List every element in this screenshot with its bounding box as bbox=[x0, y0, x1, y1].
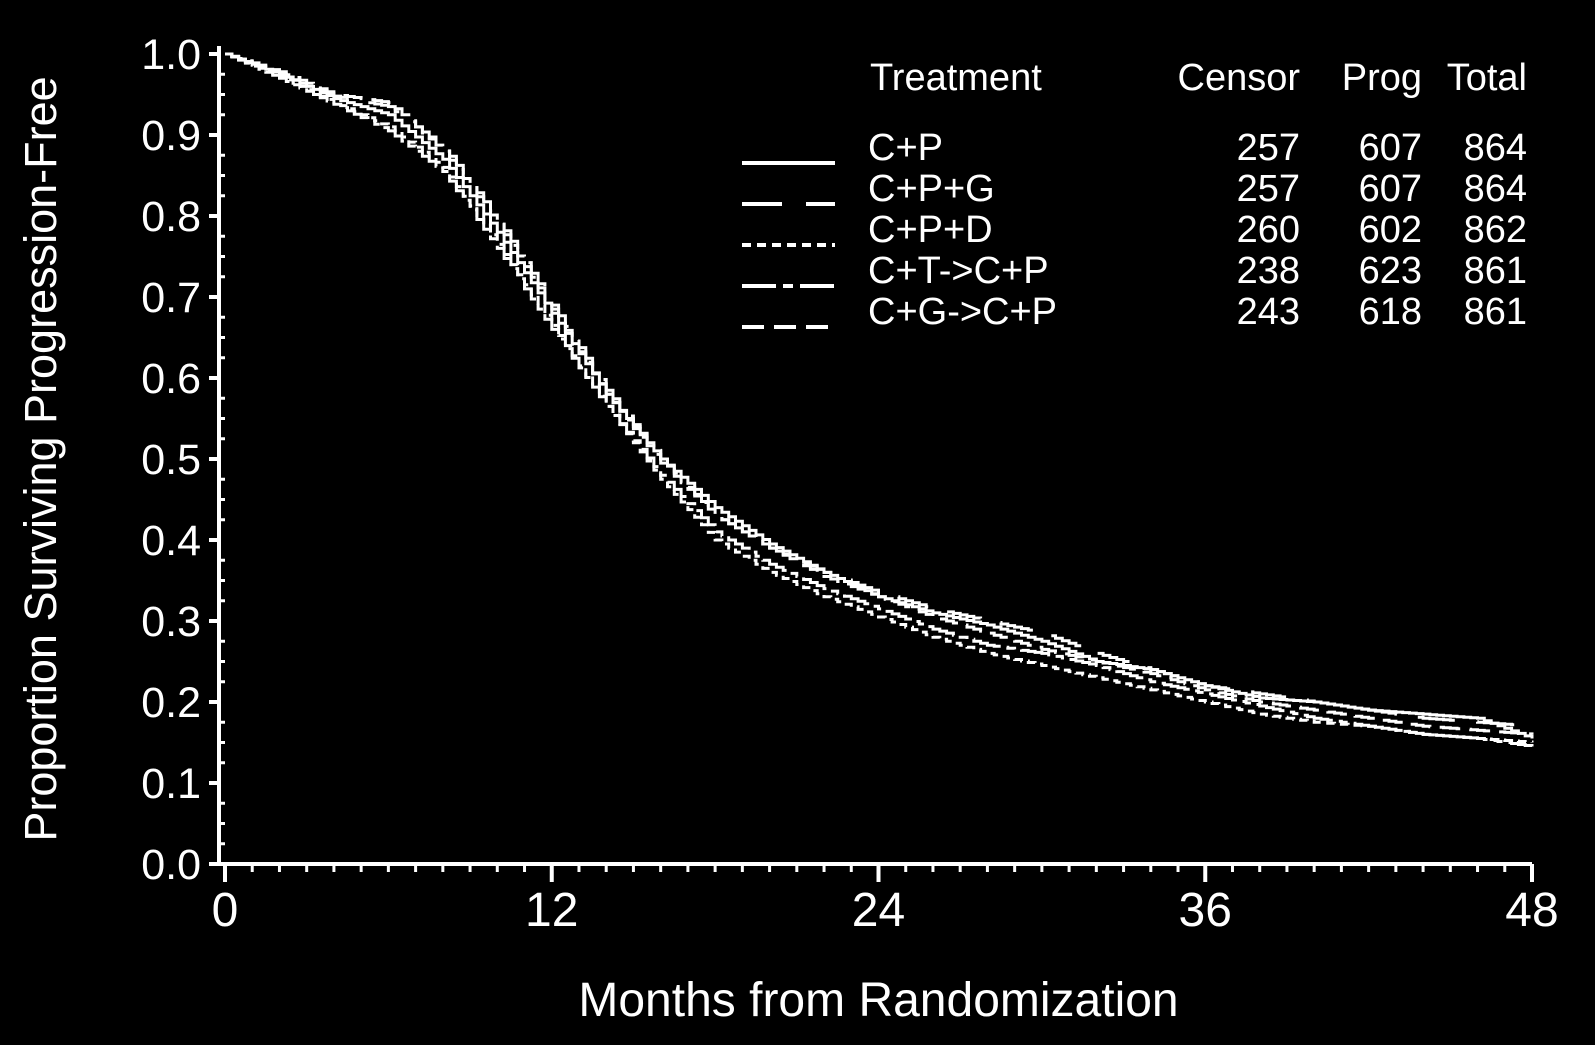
y-tick-label: 0.2 bbox=[141, 679, 201, 727]
y-tick-label: 0.8 bbox=[141, 193, 201, 241]
legend-item-name: C+T->C+P bbox=[868, 250, 1049, 292]
legend-item-total: 861 bbox=[1464, 250, 1527, 292]
legend-header-treatment: Treatment bbox=[870, 57, 1042, 99]
y-axis-label: Proportion Surviving Progression-Free bbox=[15, 76, 66, 841]
legend-header-prog: Prog bbox=[1342, 57, 1422, 99]
legend-item-prog: 623 bbox=[1359, 250, 1422, 292]
y-tick-label: 0.3 bbox=[141, 598, 201, 646]
y-tick-label: 0.6 bbox=[141, 355, 201, 403]
series-curve bbox=[225, 52, 1534, 728]
series-curve bbox=[225, 52, 1534, 736]
legend-item-censor: 257 bbox=[1237, 168, 1300, 210]
x-tick-label: 24 bbox=[852, 884, 905, 937]
y-tick-label: 0.0 bbox=[141, 841, 201, 889]
legend-item-total: 864 bbox=[1464, 168, 1527, 210]
x-tick-label: 48 bbox=[1505, 884, 1558, 937]
legend-item-name: C+G->C+P bbox=[868, 291, 1057, 333]
legend-item-censor: 257 bbox=[1237, 127, 1300, 169]
legend-item-prog: 618 bbox=[1359, 291, 1422, 333]
x-tick-label: 0 bbox=[212, 884, 239, 937]
legend-item-total: 862 bbox=[1464, 209, 1527, 251]
legend-item-name: C+P bbox=[868, 127, 943, 169]
legend-item-censor: 238 bbox=[1237, 250, 1300, 292]
legend-item-total: 861 bbox=[1464, 291, 1527, 333]
legend: Treatment Censor Prog Total C+P 257 607 864 C+P+… bbox=[742, 57, 1527, 333]
y-tick-label: 0.4 bbox=[141, 517, 201, 565]
legend-item-name: C+P+D bbox=[868, 209, 993, 251]
y-tick-label: 0.5 bbox=[141, 436, 201, 484]
x-tick-label: 12 bbox=[525, 884, 578, 937]
survival-curves bbox=[225, 52, 1534, 747]
x-tick-label: 36 bbox=[1179, 884, 1232, 937]
legend-item-name: C+P+G bbox=[868, 168, 995, 210]
y-tick-label: 0.9 bbox=[141, 112, 201, 160]
legend-item-prog: 607 bbox=[1359, 168, 1422, 210]
y-tick-label: 0.7 bbox=[141, 274, 201, 322]
legend-item-total: 864 bbox=[1464, 127, 1527, 169]
legend-header-total: Total bbox=[1447, 57, 1527, 99]
legend-item-censor: 260 bbox=[1237, 209, 1300, 251]
x-axis-label: Months from Randomization bbox=[578, 974, 1178, 1027]
axes: 0.00.10.20.30.40.50.60.70.80.91.00 12 24 36… bbox=[141, 31, 1558, 937]
y-tick-label: 1.0 bbox=[141, 31, 201, 79]
series-curve bbox=[225, 52, 1534, 747]
legend-item-censor: 243 bbox=[1237, 291, 1300, 333]
legend-header-censor: Censor bbox=[1178, 57, 1301, 99]
y-tick-label: 0.1 bbox=[141, 760, 201, 808]
legend-item-prog: 607 bbox=[1359, 127, 1422, 169]
legend-item-prog: 602 bbox=[1359, 209, 1422, 251]
